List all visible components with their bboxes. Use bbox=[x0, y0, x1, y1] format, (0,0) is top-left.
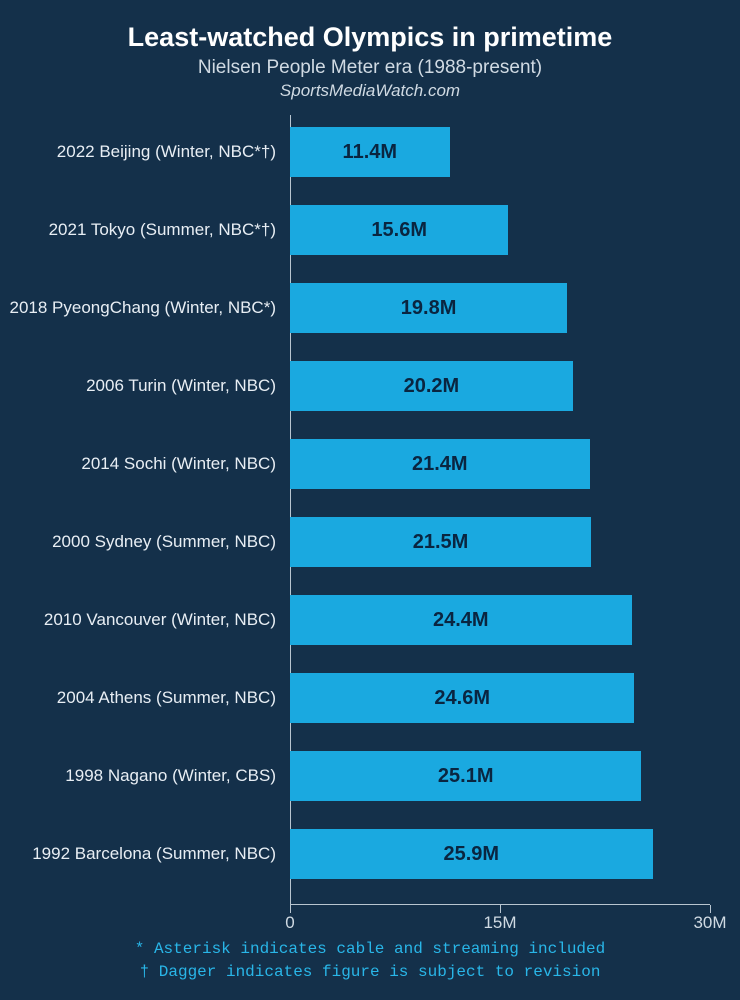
x-tick-mark bbox=[500, 905, 501, 913]
bar-value: 19.8M bbox=[401, 297, 457, 320]
bar-label: 2014 Sochi (Winter, NBC) bbox=[0, 439, 276, 489]
bar: 19.8M bbox=[290, 283, 567, 333]
bar-value: 25.9M bbox=[444, 843, 500, 866]
bar-value: 15.6M bbox=[371, 219, 427, 242]
x-tick-mark bbox=[290, 905, 291, 913]
x-tick-mark bbox=[710, 905, 711, 913]
bar: 11.4M bbox=[290, 127, 450, 177]
bar-value: 21.5M bbox=[413, 531, 469, 554]
bar: 24.4M bbox=[290, 595, 632, 645]
bar: 25.1M bbox=[290, 751, 641, 801]
bar-label: 2021 Tokyo (Summer, NBC*†) bbox=[0, 205, 276, 255]
bar-value: 24.6M bbox=[434, 687, 490, 710]
bar-label: 2000 Sydney (Summer, NBC) bbox=[0, 517, 276, 567]
bar-label: 1992 Barcelona (Summer, NBC) bbox=[0, 829, 276, 879]
x-tick-label: 30M bbox=[693, 913, 726, 933]
bar: 21.5M bbox=[290, 517, 591, 567]
bar-label: 2018 PyeongChang (Winter, NBC*) bbox=[0, 283, 276, 333]
chart-title: Least-watched Olympics in primetime bbox=[0, 22, 740, 53]
bar-label: 2022 Beijing (Winter, NBC*†) bbox=[0, 127, 276, 177]
bar-label: 2010 Vancouver (Winter, NBC) bbox=[0, 595, 276, 645]
footnote-dagger: † Dagger indicates figure is subject to … bbox=[0, 961, 740, 984]
bar: 15.6M bbox=[290, 205, 508, 255]
chart-subtitle: Nielsen People Meter era (1988-present) bbox=[0, 57, 740, 79]
chart-source: SportsMediaWatch.com bbox=[0, 81, 740, 101]
x-tick-label: 0 bbox=[285, 913, 294, 933]
footnote-asterisk: * Asterisk indicates cable and streaming… bbox=[0, 938, 740, 961]
bar-label: 2006 Turin (Winter, NBC) bbox=[0, 361, 276, 411]
bar: 24.6M bbox=[290, 673, 634, 723]
bar: 21.4M bbox=[290, 439, 590, 489]
chart-header: Least-watched Olympics in primetime Niel… bbox=[0, 0, 740, 101]
chart-footnotes: * Asterisk indicates cable and streaming… bbox=[0, 938, 740, 984]
chart-plot-area: 2022 Beijing (Winter, NBC*†)11.4M2021 To… bbox=[290, 115, 710, 905]
bar: 20.2M bbox=[290, 361, 573, 411]
bar-value: 20.2M bbox=[404, 375, 460, 398]
x-tick-label: 15M bbox=[483, 913, 516, 933]
bar-label: 1998 Nagano (Winter, CBS) bbox=[0, 751, 276, 801]
bars-container: 2022 Beijing (Winter, NBC*†)11.4M2021 To… bbox=[290, 115, 710, 905]
bar-value: 25.1M bbox=[438, 765, 494, 788]
bar-label: 2004 Athens (Summer, NBC) bbox=[0, 673, 276, 723]
bar-value: 21.4M bbox=[412, 453, 468, 476]
bar-value: 24.4M bbox=[433, 609, 489, 632]
bar: 25.9M bbox=[290, 829, 653, 879]
bar-value: 11.4M bbox=[343, 141, 397, 164]
